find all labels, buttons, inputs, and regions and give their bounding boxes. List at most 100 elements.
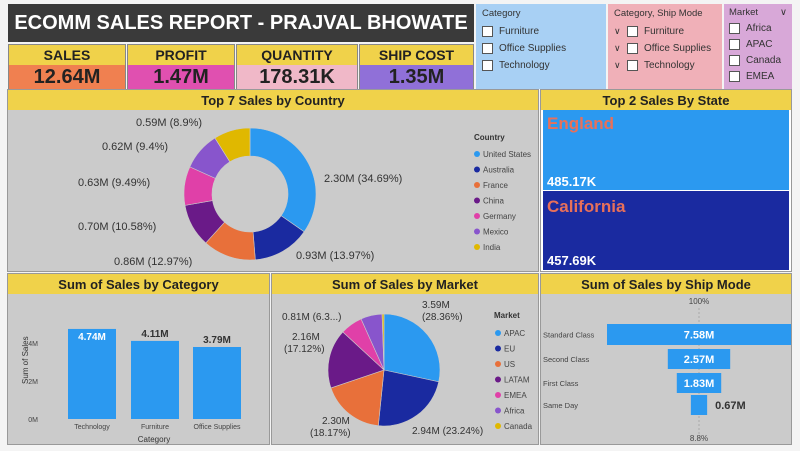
ship-mode-slicer-item[interactable]: ∨ Technology: [614, 57, 716, 74]
checkbox-icon[interactable]: [729, 54, 740, 66]
ship-mode-slicer-item[interactable]: ∨ Furniture: [614, 23, 716, 40]
kpi-quantity: QUANTITY 178.31K: [236, 44, 358, 90]
ship-mode-slicer-title: Category, Ship Mode: [614, 8, 703, 19]
slice-india[interactable]: [214, 127, 251, 163]
checkbox-icon[interactable]: [627, 43, 638, 54]
category-bar[interactable]: [131, 340, 179, 419]
checkbox-icon[interactable]: [482, 26, 493, 37]
chevron-down-icon[interactable]: ∨: [614, 26, 621, 36]
slice-us[interactable]: [330, 369, 385, 427]
market-slicer-item[interactable]: Africa: [729, 20, 787, 36]
market-chart-panel: Sum of Sales by Market 3.59M (28.36%) 2.…: [271, 273, 539, 445]
shipmode-bar[interactable]: [607, 324, 791, 345]
market-pie-chart: 3.59M (28.36%) 2.94M (23.24%) 2.30M (18.…: [282, 300, 533, 439]
legend-dot: [495, 407, 501, 414]
country-label-3: 0.70M (10.58%): [78, 221, 156, 233]
shipmode-bar[interactable]: [690, 395, 708, 415]
state-card-england[interactable]: England 485.17K: [543, 110, 789, 190]
kpi-ship-cost: SHIP COST 1.35M: [359, 44, 474, 90]
x-tick-label: Office Supplies: [194, 424, 241, 431]
legend-label[interactable]: France: [483, 181, 508, 190]
shipmode-value-label: 1.83M: [684, 378, 715, 390]
legend-dot: [495, 330, 501, 336]
legend-label[interactable]: Africa: [504, 407, 525, 416]
legend-dot: [495, 392, 501, 398]
legend-label[interactable]: Canada: [504, 422, 533, 431]
legend-dot: [474, 182, 480, 188]
shipmode-bar[interactable]: [667, 349, 731, 369]
ship-mode-slicer-item[interactable]: ∨ Office Supplies: [614, 40, 716, 57]
ship-mode-slicer: Category, Ship Mode ∨ Furniture ∨ Office S…: [608, 4, 722, 89]
shipmode-value-label: 7.58M: [684, 330, 715, 342]
y-tick-label: 0M: [28, 417, 38, 424]
checkbox-icon[interactable]: [482, 43, 493, 54]
shipmode-top-pct: 100%: [689, 297, 709, 306]
kpi-profit-label: PROFIT: [128, 45, 234, 65]
state-name: England: [547, 114, 615, 133]
legend-label[interactable]: Germany: [483, 212, 516, 221]
kpi-sales-label: SALES: [9, 45, 125, 65]
shipmode-category-label: Standard Class: [543, 331, 595, 340]
legend-label[interactable]: India: [483, 243, 501, 252]
slice-canada[interactable]: [381, 313, 385, 371]
market-slicer: Market ∨ Africa APAC Canada EMEA: [724, 4, 792, 89]
market-slicer-item-label: Africa: [746, 22, 772, 34]
slice-eu[interactable]: [377, 369, 440, 427]
legend-label[interactable]: China: [483, 197, 504, 206]
chevron-down-icon[interactable]: ∨: [614, 60, 621, 70]
checkbox-icon[interactable]: [729, 22, 740, 34]
chevron-down-icon[interactable]: ∨: [780, 7, 787, 18]
legend-dot: [474, 151, 480, 157]
market-slicer-item[interactable]: EMEA: [729, 68, 787, 84]
slice-apac[interactable]: [383, 313, 441, 383]
shipmode-bar[interactable]: [676, 373, 722, 393]
legend-dot: [474, 166, 480, 173]
legend-label[interactable]: US: [504, 360, 515, 369]
category-slicer-item[interactable]: Office Supplies: [482, 40, 600, 57]
legend-label[interactable]: EMEA: [504, 391, 527, 400]
shipmode-chart-panel: Sum of Sales by Ship Mode 100% Standard …: [540, 273, 792, 445]
shipmode-chart-title: Sum of Sales by Ship Mode: [541, 274, 791, 294]
ship-mode-slicer-item-label: Technology: [644, 60, 695, 71]
category-bar[interactable]: [193, 346, 241, 419]
country-chart-title: Top 7 Sales by Country: [8, 90, 538, 110]
category-slicer-item-label: Furniture: [499, 26, 540, 37]
chevron-down-icon[interactable]: ∨: [614, 43, 621, 53]
x-tick-label: Furniture: [141, 424, 169, 431]
category-bar[interactable]: [68, 328, 116, 419]
legend-dot: [474, 228, 480, 235]
market-slicer-item-label: EMEA: [746, 70, 775, 82]
country-chart-panel: Top 7 Sales by Country 2.30M (34.69%) 0.…: [7, 89, 539, 272]
shipmode-value-label: 0.67M: [715, 400, 746, 412]
category-chart-panel: Sum of Sales by Category 0M 2M 4M 4.74M Tec…: [7, 273, 270, 445]
category-slicer-item-label: Technology: [499, 60, 550, 71]
slice-latam[interactable]: [327, 331, 385, 389]
y-tick-label: 4M: [28, 341, 38, 348]
legend-label[interactable]: United States: [483, 150, 531, 159]
country-donut-chart: 2.30M (34.69%) 0.93M (13.97%) 0.86M (12.…: [78, 117, 531, 268]
market-slicer-item[interactable]: APAC: [729, 36, 787, 52]
legend-label[interactable]: APAC: [504, 329, 525, 338]
legend-label[interactable]: Mexico: [483, 228, 509, 237]
kpi-profit: PROFIT 1.47M: [127, 44, 235, 90]
category-slicer-item[interactable]: Technology: [482, 57, 600, 74]
category-ylabel: Sum of Sales: [21, 336, 30, 384]
category-slicer-item[interactable]: Furniture: [482, 23, 600, 40]
state-panel-title: Top 2 Sales By State: [541, 90, 791, 110]
checkbox-icon[interactable]: [729, 70, 740, 82]
shipmode-value-label: 2.57M: [684, 354, 715, 366]
legend-label[interactable]: EU: [504, 345, 515, 354]
market-label-3b: (17.12%): [284, 344, 325, 355]
market-slicer-item[interactable]: Canada: [729, 52, 787, 68]
state-card-california[interactable]: California 457.69K: [543, 191, 789, 270]
kpi-ship-cost-label: SHIP COST: [360, 45, 473, 65]
checkbox-icon[interactable]: [729, 38, 740, 50]
checkbox-icon[interactable]: [627, 60, 638, 71]
legend-label[interactable]: Australia: [483, 166, 515, 175]
checkbox-icon[interactable]: [627, 26, 638, 37]
checkbox-icon[interactable]: [482, 60, 493, 71]
category-xlabel: Category: [138, 435, 170, 444]
legend-label[interactable]: LATAM: [504, 376, 530, 385]
market-slicer-title: Market ∨: [729, 7, 787, 18]
slice-united-states[interactable]: [249, 127, 317, 233]
